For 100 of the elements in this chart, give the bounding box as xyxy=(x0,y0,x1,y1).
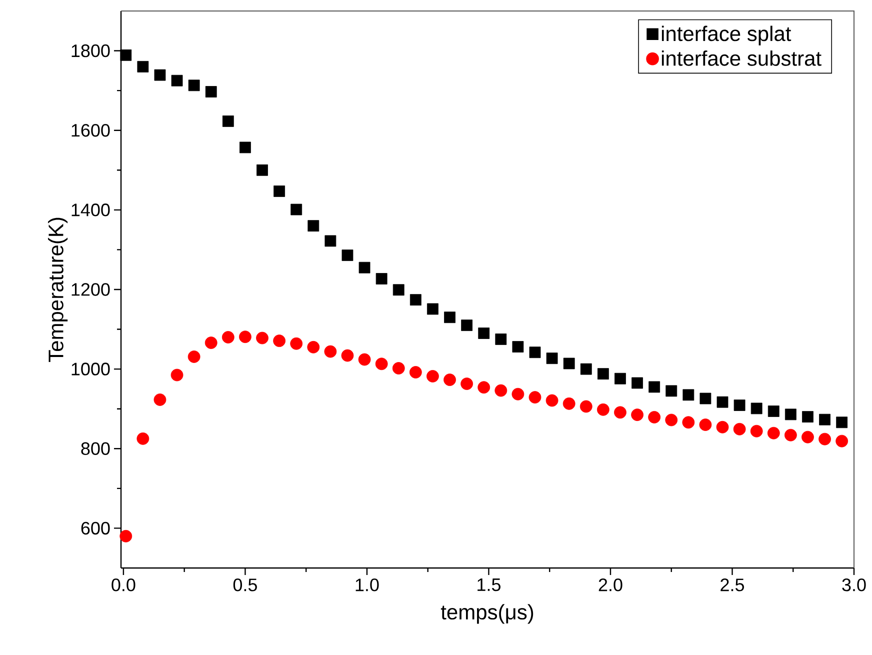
point xyxy=(836,416,848,428)
point xyxy=(154,393,166,406)
point xyxy=(290,204,302,216)
point xyxy=(596,403,610,416)
point xyxy=(342,250,354,261)
point xyxy=(512,341,524,352)
point xyxy=(358,353,371,366)
y-tick-label: 1400 xyxy=(72,204,110,216)
point xyxy=(205,86,217,98)
point xyxy=(546,394,558,407)
point xyxy=(308,220,320,232)
y-axis-title: Temperature(K) xyxy=(48,218,68,362)
legend-label: interface splat xyxy=(662,26,792,46)
point xyxy=(170,368,184,382)
point xyxy=(700,392,712,404)
point xyxy=(666,385,678,397)
y-tick-label: 800 xyxy=(81,442,110,455)
point xyxy=(188,350,200,363)
point xyxy=(580,400,592,413)
point xyxy=(324,345,337,358)
point xyxy=(682,389,694,401)
point xyxy=(409,366,422,378)
point xyxy=(478,328,490,339)
point xyxy=(512,388,524,400)
point xyxy=(120,49,132,61)
point xyxy=(563,358,575,370)
point xyxy=(427,303,438,315)
point xyxy=(631,408,644,422)
point xyxy=(819,414,830,426)
point xyxy=(410,294,422,306)
point xyxy=(392,284,404,296)
point xyxy=(562,397,576,410)
point xyxy=(358,262,370,274)
point xyxy=(444,374,456,386)
x-tick-label: 2.0 xyxy=(598,578,622,592)
point xyxy=(818,432,831,446)
point xyxy=(529,346,541,358)
point xyxy=(426,370,439,382)
point xyxy=(222,331,234,344)
point xyxy=(478,381,490,394)
point xyxy=(614,372,626,384)
point xyxy=(546,352,558,364)
point xyxy=(665,414,678,426)
point xyxy=(274,186,285,197)
point xyxy=(784,428,797,442)
x-tick-label: 0.0 xyxy=(112,578,136,592)
point xyxy=(802,411,814,422)
y-tick-label: 1200 xyxy=(72,283,110,296)
point xyxy=(648,411,661,424)
y-tick-label: 1800 xyxy=(72,44,110,58)
point xyxy=(614,406,626,419)
point xyxy=(444,312,456,324)
point xyxy=(580,363,592,375)
point xyxy=(307,340,320,354)
point xyxy=(341,349,354,362)
point xyxy=(784,408,796,420)
point xyxy=(376,273,388,284)
point xyxy=(733,422,746,436)
point xyxy=(222,115,234,127)
point xyxy=(750,402,762,414)
point xyxy=(392,362,405,374)
point xyxy=(137,60,149,72)
point xyxy=(324,235,336,247)
point xyxy=(682,416,695,429)
point xyxy=(239,330,252,344)
point xyxy=(256,164,268,176)
point xyxy=(494,384,508,397)
legend-label: interface substrat xyxy=(662,50,822,66)
point xyxy=(528,391,542,404)
point xyxy=(768,406,780,417)
y-tick-label: 1600 xyxy=(72,124,110,137)
point xyxy=(836,434,848,448)
point xyxy=(171,74,183,86)
y-tick-label: 1000 xyxy=(72,362,110,376)
x-axis-title: temps(μs) xyxy=(440,604,534,624)
x-tick-label: 2.5 xyxy=(720,578,744,592)
point xyxy=(750,424,763,438)
point xyxy=(273,334,286,348)
x-tick-label: 1.5 xyxy=(478,578,500,592)
point xyxy=(256,332,268,344)
point xyxy=(716,420,729,434)
point xyxy=(290,337,303,350)
point xyxy=(802,430,814,444)
point xyxy=(240,142,251,154)
point xyxy=(375,358,388,370)
point xyxy=(716,396,728,408)
point xyxy=(188,80,200,92)
point xyxy=(632,377,643,389)
point xyxy=(734,400,746,411)
x-tick-label: 3.0 xyxy=(842,578,866,592)
x-tick-label: 1.0 xyxy=(356,578,379,592)
y-tick-label: 600 xyxy=(81,522,110,535)
point xyxy=(461,320,473,331)
point xyxy=(767,426,780,440)
point xyxy=(120,530,132,542)
point xyxy=(699,418,712,431)
x-tick-label: 0.5 xyxy=(233,578,257,592)
point xyxy=(154,69,166,81)
point xyxy=(495,334,507,345)
point xyxy=(204,336,218,349)
